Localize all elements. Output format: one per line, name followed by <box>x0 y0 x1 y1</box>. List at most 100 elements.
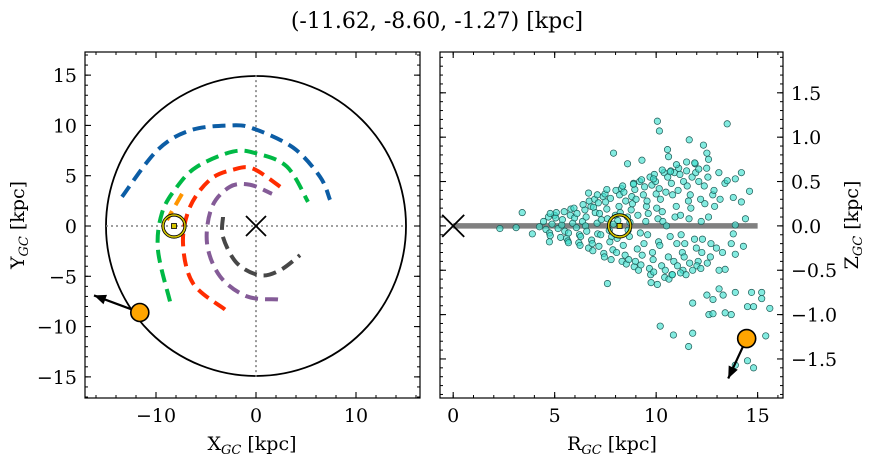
star-point <box>649 256 657 264</box>
star-point <box>668 271 676 279</box>
star-point <box>704 213 713 221</box>
star-point <box>622 197 630 205</box>
star-point <box>715 169 723 177</box>
star-point <box>595 209 604 218</box>
star-point <box>625 256 633 264</box>
star-point <box>743 303 752 311</box>
y-tick-label: −1.0 <box>791 305 837 327</box>
star-point <box>658 208 666 216</box>
x-axis-label-sub: GC <box>581 443 601 458</box>
star-point <box>711 202 719 210</box>
star-point <box>731 250 739 258</box>
spiral-arm-purple <box>204 181 279 302</box>
star-point <box>576 241 584 249</box>
star-point <box>731 288 739 296</box>
star-point <box>673 240 681 248</box>
star-point <box>564 239 573 247</box>
star-point <box>697 217 705 226</box>
y-tick-label: −10 <box>37 317 77 339</box>
y-tick-label: 1.0 <box>791 127 821 149</box>
y-tick-label: 10 <box>53 115 77 137</box>
star-point <box>721 265 729 273</box>
x-tick-label: 10 <box>344 405 368 427</box>
star-point <box>727 240 735 248</box>
star-point <box>496 224 504 233</box>
star-point <box>685 215 693 223</box>
star-point <box>700 182 708 190</box>
star-point <box>697 195 705 203</box>
star-point <box>656 195 664 203</box>
star-point <box>603 185 611 194</box>
star-point <box>570 204 578 212</box>
y-tick-label: 0.0 <box>791 216 821 238</box>
y-tick-label: −1.5 <box>791 349 837 371</box>
star-point <box>662 188 670 196</box>
x-tick-label: 0 <box>447 405 459 427</box>
star-point <box>643 197 651 205</box>
star-point <box>681 240 689 248</box>
star-point <box>637 176 646 184</box>
star-point <box>663 146 672 154</box>
star-point <box>637 261 645 269</box>
star-point <box>640 240 648 248</box>
star-point <box>603 280 611 288</box>
star-point <box>649 175 658 183</box>
star-point <box>619 182 627 190</box>
star-point <box>656 322 664 330</box>
spiral-arm-green <box>155 148 310 302</box>
star-point <box>745 187 754 195</box>
y-tick-label: 15 <box>53 65 77 87</box>
star-point <box>718 248 727 257</box>
sun-marker-icon <box>607 214 632 238</box>
star-point <box>741 215 750 223</box>
star-point <box>676 269 685 277</box>
star-point <box>690 235 699 243</box>
star-point <box>706 253 714 261</box>
x-tick-label: −10 <box>136 405 176 427</box>
star-point <box>653 117 661 125</box>
star-point <box>758 288 766 296</box>
star-point <box>729 230 737 238</box>
star-point <box>644 209 652 218</box>
star-point <box>572 224 580 232</box>
star-point <box>677 231 685 239</box>
star-point <box>662 222 671 230</box>
y-tick-label: 1.5 <box>791 83 821 105</box>
star-point <box>638 251 646 259</box>
star-point <box>638 156 646 164</box>
star-point <box>715 285 723 293</box>
x-axis-label: RGC [kpc] <box>567 433 657 458</box>
star-point <box>680 253 688 261</box>
star-point <box>588 240 596 248</box>
star-point <box>546 209 554 218</box>
star-point <box>642 217 650 226</box>
star-point <box>689 329 697 337</box>
star-point <box>685 136 693 144</box>
star-point <box>729 193 737 202</box>
star-point <box>723 120 731 128</box>
y-tick-label: 0 <box>65 216 77 238</box>
star-point <box>545 238 553 246</box>
star-point <box>762 332 770 340</box>
star-point <box>686 191 694 199</box>
star-point <box>704 155 713 163</box>
star-point <box>583 227 591 235</box>
star-point <box>613 248 621 257</box>
star-point <box>577 232 585 241</box>
star-point <box>615 202 623 210</box>
star-point <box>676 211 685 219</box>
y-axis-label-main: Y <box>7 256 29 270</box>
x-tick-label: 0 <box>250 405 262 427</box>
star-point <box>731 221 739 229</box>
x-axis-label-main: R <box>567 433 582 455</box>
star-point <box>699 141 707 149</box>
y-tick-label: −15 <box>37 367 77 389</box>
star-point <box>579 201 587 209</box>
star-point <box>639 191 647 199</box>
star-point <box>695 177 703 186</box>
star-point <box>689 299 697 307</box>
star-point <box>701 200 709 208</box>
star-point <box>597 231 605 239</box>
star-point <box>620 188 628 196</box>
